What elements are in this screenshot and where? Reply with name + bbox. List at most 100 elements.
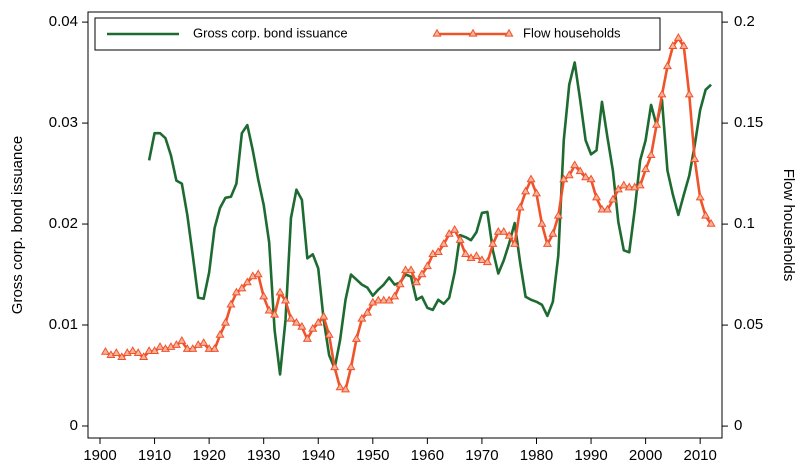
series-marker <box>471 251 481 260</box>
series-marker <box>100 346 110 355</box>
series-marker <box>646 150 656 159</box>
x-tick-label: 1970 <box>465 447 498 464</box>
series-marker <box>652 119 662 128</box>
series-marker <box>133 348 143 356</box>
series-marker <box>177 336 187 344</box>
series-marker <box>384 295 394 304</box>
series-marker <box>188 344 198 352</box>
y2-tick-label: 0.15 <box>734 114 763 131</box>
series-marker <box>139 352 149 361</box>
series-marker <box>220 317 231 326</box>
series-marker <box>482 257 492 266</box>
legend-marker <box>468 28 478 37</box>
series-marker <box>608 194 618 203</box>
y2-tick-label: 0 <box>734 417 742 434</box>
series-marker <box>521 186 531 195</box>
series-marker <box>433 247 443 255</box>
series-marker <box>324 329 334 338</box>
series-marker <box>657 89 667 98</box>
x-tick-label: 1980 <box>520 447 553 464</box>
series-marker <box>411 277 421 286</box>
series-marker <box>395 279 405 288</box>
series-marker <box>477 255 487 264</box>
series-marker <box>499 226 509 235</box>
x-tick-label: 1930 <box>247 447 280 464</box>
series-marker <box>117 352 127 361</box>
series-marker <box>319 311 329 320</box>
legend-marker <box>504 28 514 37</box>
series-marker <box>308 323 318 332</box>
series-marker <box>602 204 612 213</box>
series-marker <box>559 174 569 183</box>
series-marker <box>406 265 416 274</box>
legend-marker <box>432 28 442 37</box>
series-marker <box>291 317 301 326</box>
series-marker <box>150 346 160 354</box>
series-marker <box>259 291 269 300</box>
series-marker <box>379 295 389 304</box>
series-marker <box>226 299 236 308</box>
x-tick-label: 2010 <box>683 447 716 464</box>
series-marker <box>128 346 138 354</box>
series-marker <box>111 348 121 356</box>
series-marker <box>619 180 629 189</box>
y-axis-label: Gross corp. bond issuance <box>9 136 26 314</box>
series-marker <box>591 192 602 201</box>
series-marker <box>455 235 465 243</box>
series-marker <box>635 180 645 189</box>
y2-tick-label: 0.2 <box>734 13 755 30</box>
series-marker <box>341 384 351 393</box>
series-marker <box>313 317 323 326</box>
series-marker <box>362 307 372 316</box>
y-tick-label: 0 <box>70 417 78 434</box>
series-marker <box>302 334 312 342</box>
series-marker <box>422 261 432 270</box>
series-marker <box>270 309 280 318</box>
series-marker <box>401 265 411 274</box>
series-marker <box>444 228 454 237</box>
series-marker <box>346 362 356 371</box>
series-line <box>147 61 712 376</box>
series-marker <box>597 204 607 213</box>
series-marker <box>575 166 585 175</box>
series-marker <box>357 313 367 322</box>
series-marker <box>564 170 574 179</box>
series-marker <box>695 192 705 201</box>
series-marker <box>182 344 192 352</box>
legend-label: Gross corp. bond issuance <box>193 25 348 40</box>
series-marker <box>280 295 291 304</box>
series-marker <box>586 174 596 183</box>
series-marker <box>537 218 547 227</box>
x-tick-label: 2000 <box>629 447 662 464</box>
series-marker <box>510 239 520 247</box>
legend-box <box>94 17 661 51</box>
x-tick-label: 1900 <box>83 447 116 464</box>
series-marker <box>493 226 503 235</box>
series-marker <box>199 338 209 346</box>
series-marker <box>210 344 220 352</box>
y-tick-label: 0.02 <box>49 215 78 232</box>
series-marker <box>351 334 361 342</box>
series-marker <box>264 305 274 314</box>
series-marker <box>553 210 563 219</box>
series-marker <box>144 346 154 354</box>
series-marker <box>373 295 383 304</box>
x-tick-label: 1920 <box>192 447 225 464</box>
series-marker <box>701 210 711 219</box>
series-marker <box>417 269 427 278</box>
series-marker <box>542 239 552 247</box>
x-tick-label: 1960 <box>411 447 444 464</box>
y2-tick-label: 0.05 <box>734 316 763 333</box>
y2-tick-label: 0.1 <box>734 215 755 232</box>
series-marker <box>204 344 214 352</box>
x-tick-label: 1990 <box>574 447 607 464</box>
series-marker <box>171 340 181 348</box>
series-marker <box>548 228 558 237</box>
y2-axis-label: Flow households <box>780 169 797 282</box>
series-marker <box>679 41 689 49</box>
series-marker <box>504 231 514 239</box>
series-marker <box>330 362 340 371</box>
y-tick-label: 0.04 <box>49 13 78 30</box>
